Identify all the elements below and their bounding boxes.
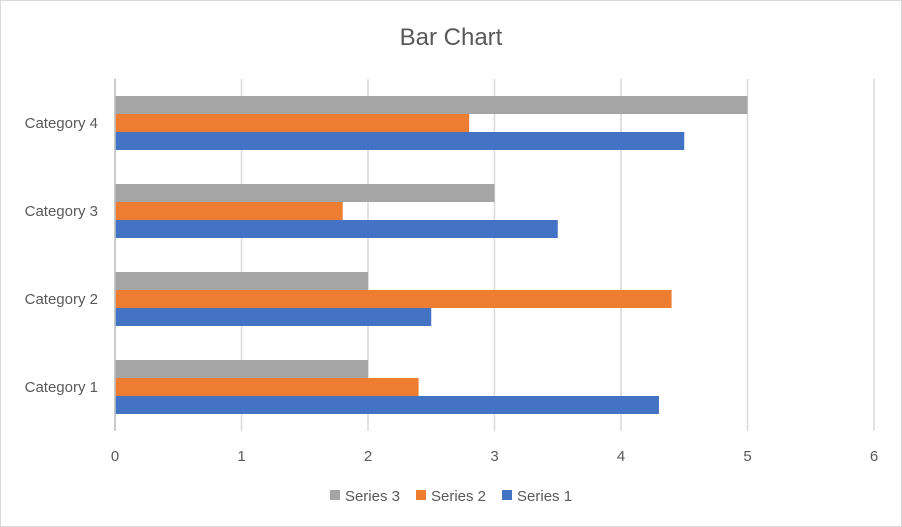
legend-swatch-series-2 (415, 490, 426, 500)
bar-series-1-category-4 (115, 132, 685, 150)
bar-series-3-category-2 (115, 272, 368, 290)
y-tick-label: Category 3 (25, 203, 98, 220)
y-tick-label: Category 1 (25, 379, 98, 396)
x-tick-label: 3 (490, 448, 498, 465)
legend-label-series-2: Series 2 (431, 488, 486, 505)
bar-series-3-category-4 (115, 96, 748, 114)
bar-series-1-category-3 (115, 220, 558, 238)
legend-swatch-series-1 (502, 490, 513, 500)
bars (115, 96, 748, 414)
x-tick-label: 0 (111, 448, 119, 465)
bar-series-3-category-1 (115, 360, 368, 378)
bar-series-2-category-1 (115, 378, 419, 396)
bar-series-2-category-2 (115, 290, 672, 308)
bar-series-1-category-2 (115, 308, 432, 326)
x-tick-label: 1 (237, 448, 245, 465)
x-tick-label: 5 (743, 448, 751, 465)
chart-title: Bar Chart (400, 24, 503, 51)
legend-label-series-1: Series 1 (517, 488, 572, 505)
y-tick-label: Category 4 (25, 115, 98, 132)
y-tick-label: Category 2 (25, 291, 98, 308)
bar-series-3-category-3 (115, 184, 495, 202)
axes: 0 1 2 3 4 5 6 Category 1 Category 2 Category 3 Cat… (25, 79, 878, 465)
legend-swatch-series-3 (329, 490, 340, 500)
bar-series-2-category-3 (115, 202, 343, 220)
legend: Series 3 Series 2 Series 1 (329, 488, 572, 505)
legend-label-series-3: Series 3 (345, 488, 400, 505)
bar-series-1-category-1 (115, 396, 659, 414)
bar-series-2-category-4 (115, 114, 470, 132)
x-tick-label: 2 (364, 448, 372, 465)
x-tick-label: 4 (617, 448, 625, 465)
x-tick-label: 6 (870, 448, 878, 465)
